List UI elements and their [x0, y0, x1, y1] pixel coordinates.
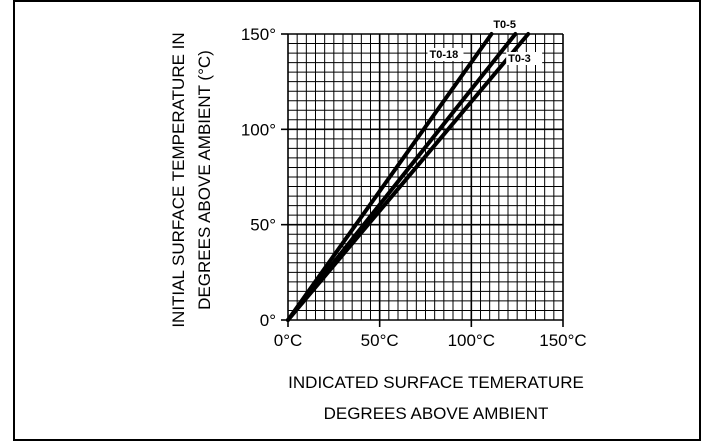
series-label-background: [506, 52, 543, 65]
y-axis-title-line-1: INITIAL SURFACE TEMPERATURE IN: [169, 32, 188, 327]
x-axis-title-line-2: DEGREES ABOVE AMBIENT: [324, 404, 549, 423]
chart-tick-labels: 0°C 50°C 100°C 150°C 0° 50° 100° 150°: [241, 25, 587, 350]
chart-series-labels: T0-18 T0-5 T0-3: [427, 18, 543, 65]
series-label-background: [491, 18, 528, 31]
x-tick-label: 150°C: [539, 331, 586, 350]
chart-grid: [281, 33, 564, 327]
y-tick-label: 150°: [241, 25, 276, 44]
series-line-t0-3: [286, 32, 531, 322]
series-label-t0-3: T0-3: [508, 53, 531, 65]
series-label-t0-18: T0-18: [430, 49, 459, 61]
y-axis-title-line-2: DEGREES ABOVE AMBIENT (°C): [195, 50, 214, 310]
x-axis-title-line-1: INDICATED SURFACE TEMERATURE: [288, 373, 584, 392]
y-tick-label: 100°: [241, 120, 276, 139]
chart-series-lines: [286, 32, 531, 322]
y-tick-label: 0°: [260, 311, 276, 330]
series-line-t0-18: [286, 32, 494, 322]
x-tick-label: 100°C: [448, 331, 495, 350]
x-tick-label: 0°C: [274, 331, 303, 350]
series-label-t0-5: T0-5: [493, 19, 516, 31]
x-tick-label: 50°C: [361, 331, 399, 350]
series-label-background: [427, 48, 464, 61]
y-tick-label: 50°: [250, 216, 276, 235]
